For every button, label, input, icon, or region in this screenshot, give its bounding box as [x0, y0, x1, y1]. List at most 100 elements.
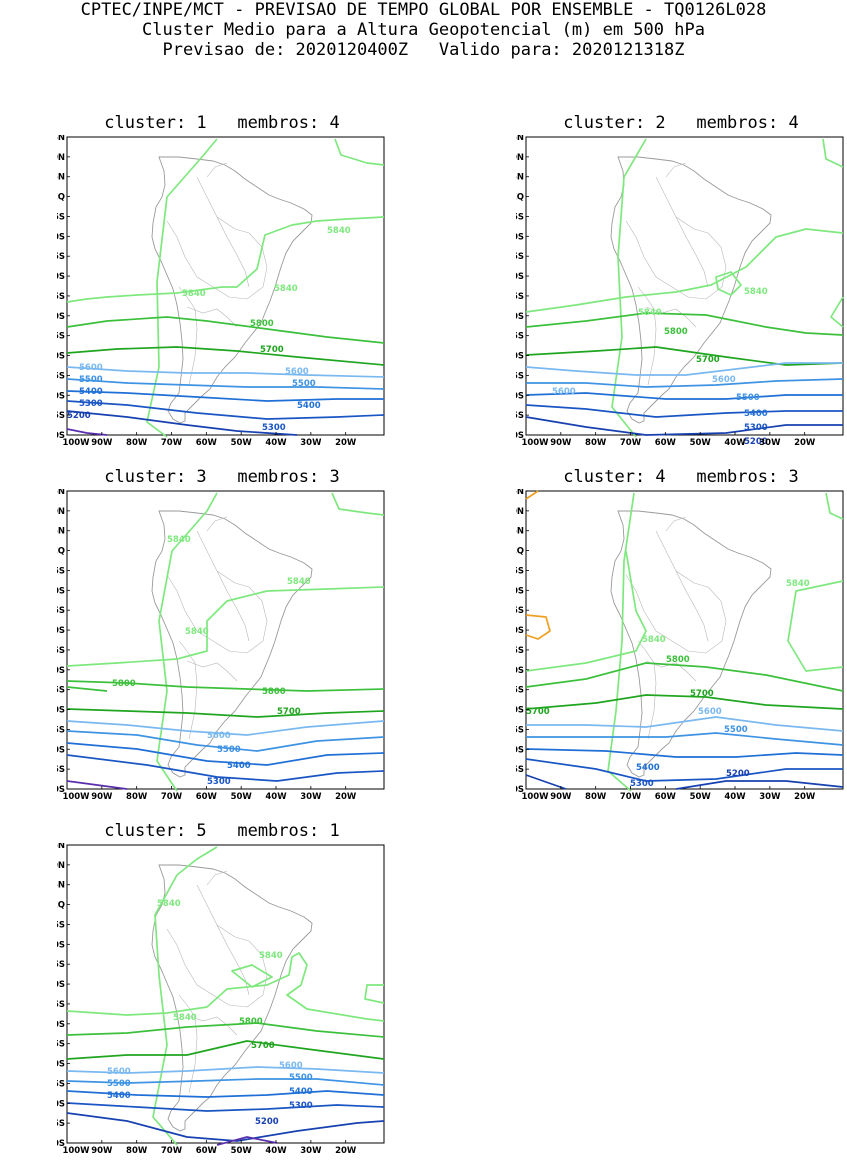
lon-tick-label: 90W: [91, 438, 113, 448]
panel-cluster-1: cluster: 1 membros: 4 5840 5840 5840 5800 57…: [57, 113, 387, 465]
lon-tick-label: 100W: [521, 438, 549, 448]
contour-label: 5300: [630, 779, 654, 789]
contour-label: 5800: [664, 327, 688, 337]
contour-map: 5840584058005700570056005500540053005200…: [516, 489, 844, 802]
contour-5500: [526, 378, 844, 388]
contour-label: 5400: [289, 1087, 313, 1097]
lon-tick-label: 100W: [521, 792, 549, 802]
contour-label: 5800: [239, 1017, 263, 1027]
contour-label: 5400: [297, 401, 321, 411]
lat-tick-label: 5N: [516, 173, 524, 183]
lat-tick-label: 10S: [57, 586, 65, 596]
lat-tick-label: 15N: [516, 489, 524, 497]
contour-label: 5400: [107, 1091, 131, 1101]
contour-map: 5840584058005700560056005500540053005200…: [516, 135, 844, 448]
contour-label: 5600: [285, 367, 309, 377]
lat-tick-label: 5S: [516, 212, 524, 222]
lat-tick-label: 35S: [57, 332, 65, 342]
contour-5840: [825, 492, 844, 520]
contour-5600: [66, 366, 385, 378]
lat-tick-label: 25S: [57, 292, 65, 302]
lat-tick-label: 5S: [57, 566, 65, 576]
contour-5840: [66, 216, 385, 303]
lat-tick-label: 15N: [57, 843, 65, 851]
contour-label: 5500: [736, 393, 760, 403]
lon-tick-label: 40W: [265, 438, 287, 448]
lon-tick-label: 80W: [585, 792, 607, 802]
contour-5300: [525, 404, 843, 418]
contour-5300: [66, 1102, 385, 1112]
contour-5200: [675, 780, 844, 790]
lat-tick-label: 50S: [57, 391, 65, 401]
contour-5500: [66, 378, 385, 390]
contour-label: 5500: [292, 379, 316, 389]
lat-tick-label: 30S: [57, 666, 65, 676]
coastline: [610, 156, 772, 424]
contour-5840: [331, 492, 385, 516]
contour-label: 5840: [642, 635, 666, 645]
contour-label: 5600: [552, 387, 576, 397]
contour-5600: [66, 720, 385, 736]
contour-5800: [66, 680, 385, 692]
contour-label: 5840: [744, 287, 768, 297]
contour-5840: [787, 580, 844, 672]
contour-5840: [152, 846, 218, 1146]
lon-tick-label: 80W: [126, 438, 148, 448]
contour-label: 5800: [666, 655, 690, 665]
contour-label: 5400: [744, 409, 768, 419]
lat-tick-label: 60S: [57, 1139, 65, 1149]
lon-tick-label: 60W: [196, 438, 218, 448]
contour-label: 5840: [157, 899, 181, 909]
lat-tick-label: 15S: [57, 252, 65, 262]
lon-tick-label: 50W: [231, 1146, 253, 1156]
lat-tick-label: 55S: [57, 411, 65, 421]
contour-5840: [364, 984, 385, 1004]
lat-tick-label: 50S: [57, 1099, 65, 1109]
lat-tick-label: 45S: [57, 725, 65, 735]
contour-5200: [525, 774, 567, 790]
contour-5500: [66, 1078, 385, 1086]
lon-tick-label: 50W: [231, 438, 253, 448]
contour-5100: [66, 780, 128, 790]
contour-5500: [66, 730, 385, 752]
lat-tick-label: 25S: [516, 646, 524, 656]
panel-cluster-3: cluster: 3 membros: 3 5840 5840 5840 5800 58…: [57, 467, 387, 819]
contour-5840: [66, 586, 385, 667]
lat-tick-label: 60S: [57, 785, 65, 795]
contour-5200: [66, 1112, 385, 1142]
lat-tick-label: 25S: [57, 646, 65, 656]
lat-tick-label: EQ: [57, 547, 65, 557]
lon-tick-label: 20W: [335, 438, 357, 448]
contour-5400: [66, 742, 385, 766]
lon-tick-label: 80W: [126, 792, 148, 802]
lat-tick-label: 10S: [516, 586, 524, 596]
lat-tick-label: 55S: [57, 1119, 65, 1129]
panel-cluster-5: cluster: 5 membros: 1 5840 5840 5840 5800 57…: [57, 821, 387, 1173]
contour-label: 5700: [526, 707, 550, 717]
lat-tick-label: 15S: [57, 960, 65, 970]
contour-map: 5840 5840 5840 5800 5700 5600 5600 5500 5500 5400…: [57, 843, 385, 1156]
contour-label: 5300: [262, 423, 286, 433]
contour-label: 5600: [698, 707, 722, 717]
lon-tick-label: 70W: [161, 1146, 183, 1156]
lat-tick-label: 35S: [516, 332, 524, 342]
lat-tick-label: 10S: [57, 232, 65, 242]
contour-label: 5840: [167, 535, 191, 545]
contour-5100: [216, 1136, 278, 1146]
lon-tick-label: 50W: [231, 792, 253, 802]
lon-tick-label: 70W: [620, 792, 642, 802]
contour-5400: [66, 1090, 385, 1098]
contour-label: 5500: [107, 1079, 131, 1089]
contour-label: 5840: [185, 627, 209, 637]
lon-tick-label: 40W: [724, 438, 746, 448]
panel-title: cluster: 1 membros: 4: [104, 113, 340, 133]
contour-5840: [822, 138, 844, 168]
contour-map: 5840 5840 5840 5800 5700 5600 5600 5500 5500 5400…: [57, 135, 385, 448]
lon-tick-label: 20W: [794, 792, 816, 802]
lat-tick-label: 10S: [57, 940, 65, 950]
lat-tick-label: 10S: [516, 232, 524, 242]
contour-label: 5800: [250, 319, 274, 329]
lat-tick-label: 15N: [57, 489, 65, 497]
contour-5400: [66, 390, 384, 402]
lat-tick-label: 5N: [57, 881, 65, 891]
